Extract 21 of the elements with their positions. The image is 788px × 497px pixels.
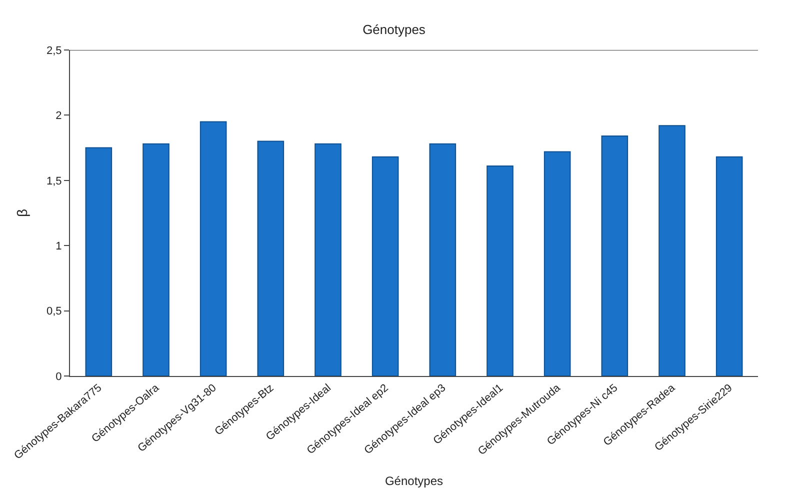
bar [486,166,514,376]
bar [716,156,743,376]
y-tick-label: 1,5 [46,175,62,188]
y-tick-label: 0,5 [46,306,62,318]
bar [601,136,628,376]
y-tick-label: 1 [56,240,62,252]
bar [314,143,342,376]
bar [85,147,112,376]
y-tick-label: 2 [56,110,62,122]
y-tick-label: 0 [56,370,62,383]
x-axis-title: Génotypes [384,474,444,488]
bar [142,143,170,376]
bar [372,156,399,376]
bar [200,121,227,376]
y-axis-title: β [14,208,30,218]
y-tick-label: 2,5 [46,44,62,57]
bar [544,151,571,376]
bar [257,140,284,376]
bar [429,143,456,376]
chart-title: Génotypes [362,22,426,37]
bar [658,125,686,376]
